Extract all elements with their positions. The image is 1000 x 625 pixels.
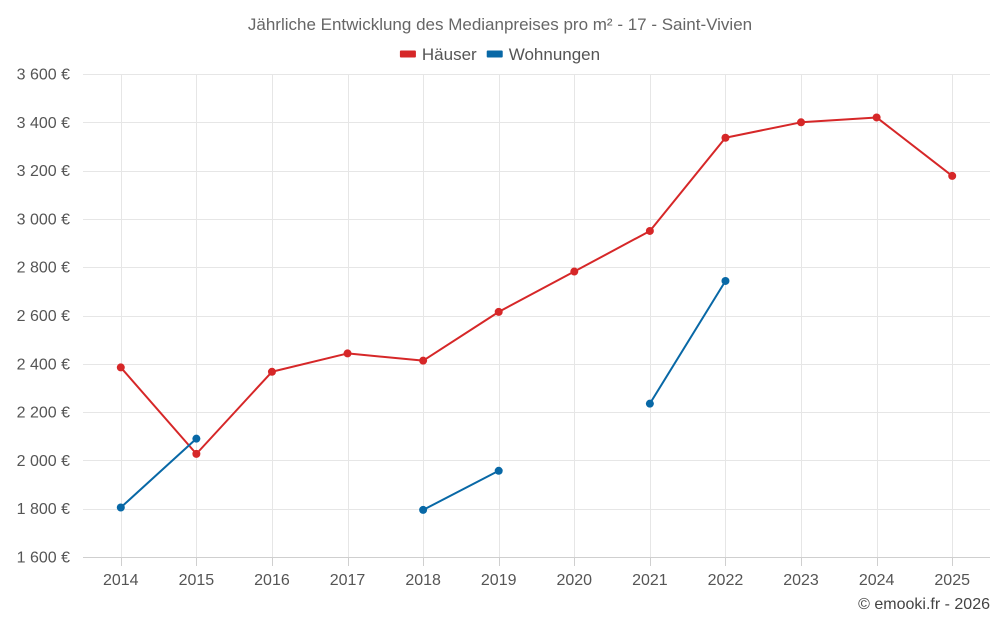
legend-swatch (486, 50, 503, 58)
data-point[interactable] (419, 505, 428, 514)
legend-swatch (399, 50, 416, 58)
x-tick-label: 2019 (481, 572, 517, 589)
data-point[interactable] (645, 399, 654, 408)
series-line (422, 469, 500, 511)
x-tick-label: 2020 (556, 572, 592, 589)
data-point[interactable] (494, 307, 503, 316)
y-tick-label: 2 600 € (17, 308, 70, 325)
data-point[interactable] (192, 434, 201, 443)
data-point[interactable] (721, 276, 730, 285)
y-tick-label: 2 800 € (17, 260, 70, 277)
y-tick-label: 3 400 € (17, 115, 70, 132)
x-tick-label: 2024 (859, 572, 895, 589)
series-line (119, 437, 198, 509)
series-line (119, 116, 954, 455)
x-tick-label: 2017 (330, 572, 366, 589)
y-tick-label: 3 200 € (17, 163, 70, 180)
y-tick-label: 2 200 € (17, 405, 70, 422)
y-tick-label: 3 000 € (17, 211, 70, 228)
x-tick-label: 2014 (103, 572, 139, 589)
data-point[interactable] (192, 449, 201, 458)
data-point[interactable] (116, 503, 125, 512)
data-point[interactable] (419, 356, 428, 365)
series-wohnungen (116, 276, 730, 514)
data-point[interactable] (721, 133, 730, 142)
x-axis: 2014 2015 2016 2017 2018 2019 2020 2021 2022 2023… (103, 572, 970, 589)
x-tick-label: 2023 (783, 572, 819, 589)
data-point[interactable] (267, 367, 276, 376)
legend-label: Wohnungen (509, 45, 600, 64)
data-point[interactable] (343, 349, 352, 358)
legend: Häuser Wohnungen (399, 45, 600, 64)
legend-label: Häuser (422, 45, 477, 64)
data-point[interactable] (645, 226, 654, 235)
grid (83, 74, 990, 566)
data-point[interactable] (116, 363, 125, 372)
y-axis: 1 600 € 1 800 € 2 000 € 2 200 € 2 400 € 2 600… (17, 67, 70, 567)
data-point[interactable] (948, 171, 957, 180)
y-tick-label: 2 000 € (17, 453, 70, 470)
chart-title: Jährliche Entwicklung des Medianpreises … (248, 15, 752, 34)
data-point[interactable] (570, 267, 579, 276)
credit-text: © emooki.fr - 2026 (858, 596, 990, 613)
data-point[interactable] (797, 118, 806, 127)
y-tick-label: 2 400 € (17, 356, 70, 373)
data-point[interactable] (494, 466, 503, 475)
series-layer (116, 113, 957, 514)
x-tick-label: 2016 (254, 572, 290, 589)
x-tick-label: 2022 (708, 572, 744, 589)
x-tick-label: 2015 (179, 572, 215, 589)
x-tick-label: 2025 (934, 572, 970, 589)
y-tick-label: 1 600 € (17, 550, 70, 567)
x-tick-label: 2021 (632, 572, 668, 589)
series-haeuser (116, 113, 957, 458)
y-tick-label: 1 800 € (17, 501, 70, 518)
x-tick-label: 2018 (405, 572, 441, 589)
legend-item[interactable]: Wohnungen (486, 45, 600, 64)
y-tick-label: 3 600 € (17, 67, 70, 84)
series-line (648, 279, 727, 405)
data-point[interactable] (872, 113, 881, 122)
legend-item[interactable]: Häuser (399, 45, 477, 64)
